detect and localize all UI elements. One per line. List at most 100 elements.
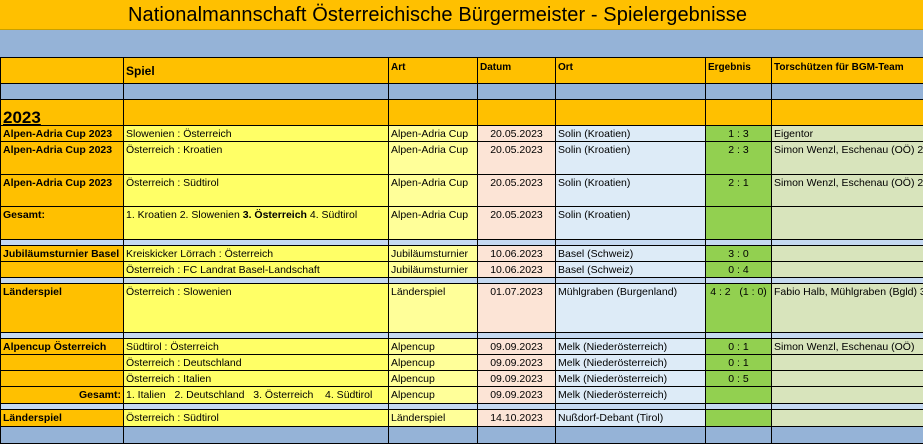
match-cell[interactable]: Österreich : FC Landrat Basel-Landschaft: [123, 261, 389, 278]
event-label[interactable]: [0, 370, 124, 387]
type-cell[interactable]: Alpen-Adria Cup: [388, 125, 478, 142]
cell[interactable]: [123, 426, 389, 444]
scorers-cell[interactable]: [771, 409, 923, 427]
date-cell[interactable]: 09.09.2023: [477, 354, 556, 371]
type-cell[interactable]: Alpen-Adria Cup: [388, 141, 478, 175]
match-cell[interactable]: Österreich : Deutschland: [123, 354, 389, 371]
event-label[interactable]: Länderspiel: [0, 283, 124, 333]
result-cell[interactable]: 0 : 4: [705, 261, 772, 278]
year-heading[interactable]: 2023: [0, 99, 124, 126]
cell[interactable]: [0, 426, 124, 444]
match-cell[interactable]: Südtirol : Österreich: [123, 338, 389, 355]
scorers-cell[interactable]: Simon Wenzl, Eschenau (OÖ) 2X: [771, 174, 923, 207]
header-torschuetzen[interactable]: Torschützen für BGM-Team: [771, 57, 923, 84]
cell[interactable]: [388, 426, 478, 444]
location-cell[interactable]: Melk (Niederösterreich): [555, 386, 706, 404]
result-cell[interactable]: 2 : 3: [705, 141, 772, 175]
match-cell[interactable]: Österreich : Italien: [123, 370, 389, 387]
type-cell[interactable]: Jubiläumsturnier: [388, 261, 478, 278]
scorers-cell[interactable]: Fabio Halb, Mühlgraben (Bgld) 3X; Bernha…: [771, 283, 923, 333]
type-cell[interactable]: Alpencup: [388, 338, 478, 355]
header-datum[interactable]: Datum: [477, 57, 556, 84]
type-cell[interactable]: Jubiläumsturnier: [388, 245, 478, 262]
location-cell[interactable]: Basel (Schweiz): [555, 245, 706, 262]
match-cell[interactable]: Österreich : Südtirol: [123, 409, 389, 427]
cell[interactable]: [555, 99, 706, 126]
date-cell[interactable]: 20.05.2023: [477, 206, 556, 240]
cell[interactable]: [388, 99, 478, 126]
date-cell[interactable]: 09.09.2023: [477, 386, 556, 404]
scorers-cell[interactable]: Simon Wenzl, Eschenau (OÖ) 2X: [771, 141, 923, 175]
event-label[interactable]: Jubiläumsturnier Basel: [0, 245, 124, 262]
header-ort[interactable]: Ort: [555, 57, 706, 84]
location-cell[interactable]: Melk (Niederösterreich): [555, 370, 706, 387]
date-cell[interactable]: 14.10.2023: [477, 409, 556, 427]
result-cell[interactable]: 0 : 1: [705, 354, 772, 371]
cell[interactable]: [555, 426, 706, 444]
result-cell[interactable]: 1 : 3: [705, 125, 772, 142]
match-cell[interactable]: Kreiskicker Lörrach : Österreich: [123, 245, 389, 262]
type-cell[interactable]: Alpencup: [388, 354, 478, 371]
cell[interactable]: [771, 99, 923, 126]
result-cell[interactable]: 2 : 1: [705, 174, 772, 207]
total-label[interactable]: Gesamt:: [0, 206, 124, 240]
cell[interactable]: [123, 83, 389, 100]
scorers-cell[interactable]: [771, 245, 923, 262]
scorers-cell[interactable]: [771, 206, 923, 240]
scorers-cell[interactable]: [771, 386, 923, 404]
cell[interactable]: [477, 83, 556, 100]
date-cell[interactable]: 10.06.2023: [477, 245, 556, 262]
cell[interactable]: [0, 83, 124, 100]
location-cell[interactable]: Basel (Schweiz): [555, 261, 706, 278]
cell[interactable]: [705, 99, 772, 126]
location-cell[interactable]: Solin (Kroatien): [555, 125, 706, 142]
type-cell[interactable]: Alpen-Adria Cup: [388, 174, 478, 207]
total-label[interactable]: Gesamt:: [0, 386, 124, 404]
cell[interactable]: [477, 426, 556, 444]
date-cell[interactable]: 10.06.2023: [477, 261, 556, 278]
date-cell[interactable]: 20.05.2023: [477, 141, 556, 175]
match-cell[interactable]: Slowenien : Österreich: [123, 125, 389, 142]
date-cell[interactable]: 20.05.2023: [477, 174, 556, 207]
date-cell[interactable]: 09.09.2023: [477, 338, 556, 355]
cell[interactable]: [555, 83, 706, 100]
event-label[interactable]: [0, 261, 124, 278]
result-cell[interactable]: 4 : 2 (1 : 0): [705, 283, 772, 333]
event-label[interactable]: [0, 354, 124, 371]
scorers-cell[interactable]: [771, 370, 923, 387]
date-cell[interactable]: 01.07.2023: [477, 283, 556, 333]
date-cell[interactable]: 20.05.2023: [477, 125, 556, 142]
ranking-cell[interactable]: 1. Kroatien 2. Slowenien 3. Österreich 4…: [123, 206, 389, 240]
event-label[interactable]: Alpen-Adria Cup 2023: [0, 141, 124, 175]
match-cell[interactable]: Österreich : Südtirol: [123, 174, 389, 207]
result-cell[interactable]: [705, 386, 772, 404]
match-cell[interactable]: Österreich : Slowenien: [123, 283, 389, 333]
type-cell[interactable]: Länderspiel: [388, 283, 478, 333]
result-cell[interactable]: 0 : 5: [705, 370, 772, 387]
result-cell[interactable]: [705, 206, 772, 240]
location-cell[interactable]: Solin (Kroatien): [555, 174, 706, 207]
result-cell[interactable]: 0 : 1: [705, 338, 772, 355]
location-cell[interactable]: Solin (Kroatien): [555, 141, 706, 175]
cell[interactable]: [771, 426, 923, 444]
location-cell[interactable]: Nußdorf-Debant (Tirol): [555, 409, 706, 427]
event-label[interactable]: Alpencup Österreich: [0, 338, 124, 355]
type-cell[interactable]: Alpencup: [388, 370, 478, 387]
date-cell[interactable]: 09.09.2023: [477, 370, 556, 387]
cell[interactable]: [123, 99, 389, 126]
type-cell[interactable]: Länderspiel: [388, 409, 478, 427]
event-label[interactable]: Länderspiel: [0, 409, 124, 427]
ranking-cell[interactable]: 1. Italien 2. Deutschland 3. Österreich …: [123, 386, 389, 404]
location-cell[interactable]: Melk (Niederösterreich): [555, 354, 706, 371]
type-cell[interactable]: Alpencup: [388, 386, 478, 404]
match-cell[interactable]: Österreich : Kroatien: [123, 141, 389, 175]
cell[interactable]: [388, 83, 478, 100]
scorers-cell[interactable]: [771, 354, 923, 371]
header-spiel[interactable]: Spiel: [123, 57, 389, 84]
cell[interactable]: [705, 426, 772, 444]
event-label[interactable]: Alpen-Adria Cup 2023: [0, 174, 124, 207]
type-cell[interactable]: Alpen-Adria Cup: [388, 206, 478, 240]
header-art[interactable]: Art: [388, 57, 478, 84]
result-cell[interactable]: 3 : 0: [705, 245, 772, 262]
cell[interactable]: [705, 83, 772, 100]
